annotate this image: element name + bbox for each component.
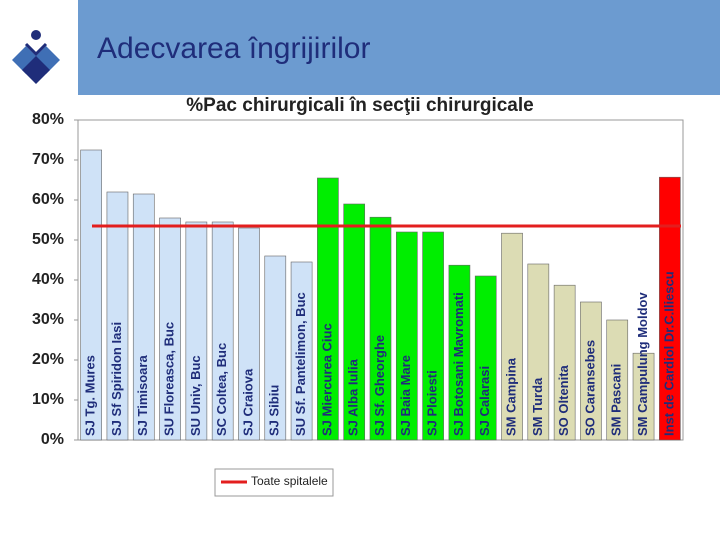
x-tick-label: SJ Craiova (240, 368, 255, 436)
x-tick-label: SJ Timisoara (135, 355, 150, 436)
x-tick-label: SU Univ, Buc (188, 355, 203, 436)
bar (580, 301, 602, 441)
bar (132, 193, 155, 441)
legend: Toate spitalele (214, 468, 334, 497)
y-tick-label: 50% (32, 231, 64, 248)
bar (553, 284, 576, 441)
bar (632, 352, 655, 441)
bar (395, 231, 418, 441)
x-tick-label: SC Coltea, Buc (214, 343, 229, 436)
chart-title: %Pac chirurgicali în secţii chirurgicale (186, 95, 533, 116)
bar (343, 203, 366, 441)
x-tick-label: SJ Sibiu (267, 385, 282, 436)
bar (80, 149, 102, 441)
x-tick-label: SM Turda (530, 377, 545, 436)
x-tick-label: SO Caransebes (582, 340, 597, 436)
x-tick-label: SJ Tg. Mures (83, 355, 98, 436)
bar (159, 217, 181, 441)
logo (12, 30, 60, 84)
x-tick-label: SJ Ploiesti (425, 370, 440, 436)
x-tick-label: SU Floreasca, Buc (162, 322, 177, 436)
bar (474, 275, 497, 441)
x-tick-label: SM Campina (503, 357, 518, 436)
x-tick-label: SJ Baia Mare (398, 355, 413, 436)
y-tick-label: 80% (32, 111, 64, 128)
x-tick-label: SU Sf. Pantelimon, Buc (293, 292, 308, 436)
header-bar (78, 0, 720, 95)
y-tick-label: 10% (32, 391, 64, 408)
x-tick-label: SO Oltenita (556, 364, 571, 436)
bar (185, 221, 208, 441)
bar (422, 231, 444, 441)
x-tick-label: SM Campulung Moldov (635, 292, 650, 436)
bar (106, 191, 129, 441)
x-tick-label: SJ Sf. Gheorghe (372, 335, 387, 436)
bar (501, 232, 523, 441)
bar (211, 221, 234, 441)
x-tick-label: SM Pascani (609, 364, 624, 436)
y-tick-label: 20% (32, 351, 64, 368)
x-tick-label: Inst de Cardiol Dr.C.Iliescu (661, 271, 676, 436)
bar (448, 264, 471, 441)
y-tick-label: 70% (32, 151, 64, 168)
bar (369, 216, 392, 441)
y-tick-label: 40% (32, 271, 64, 288)
y-tick-label: 0% (41, 431, 64, 448)
bar (317, 177, 339, 441)
x-tick-label: SJ Miercurea Ciuc (319, 323, 334, 436)
x-tick-label: SJ Botosani Mavromati (451, 292, 466, 436)
bar (238, 227, 260, 441)
y-tick-label: 30% (32, 311, 64, 328)
slide-title: Adecvarea îngrijirilor (97, 32, 370, 65)
x-tick-label: SJ Calarasi (477, 366, 492, 436)
y-tick-label: 60% (32, 191, 64, 208)
bar (264, 255, 287, 441)
legend-label: Toate spitalele (251, 474, 328, 488)
bar (527, 263, 550, 441)
bar (659, 176, 681, 441)
x-tick-label: SJ Sf Spiridon Iasi (109, 322, 124, 436)
bar (606, 319, 629, 441)
x-tick-label: SJ Alba Iulia (346, 358, 361, 436)
bar (290, 261, 313, 441)
